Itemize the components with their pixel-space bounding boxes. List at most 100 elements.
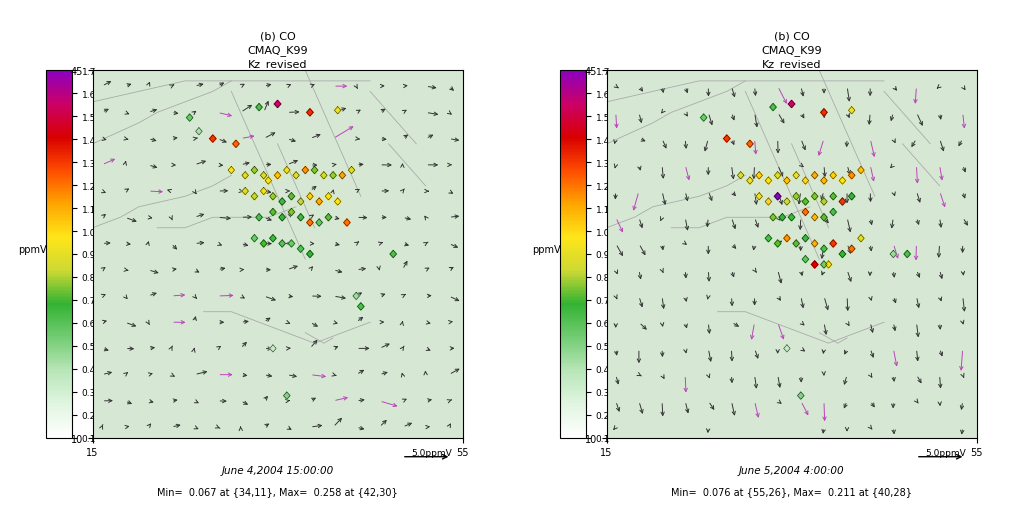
Polygon shape — [857, 235, 865, 242]
Polygon shape — [232, 141, 240, 148]
Polygon shape — [788, 214, 795, 221]
Polygon shape — [325, 214, 332, 221]
Text: Min=  0.076 at {55,26}, Max=  0.211 at {40,28}: Min= 0.076 at {55,26}, Max= 0.211 at {40… — [671, 486, 912, 496]
Polygon shape — [297, 199, 304, 206]
Text: 5.0ppmV: 5.0ppmV — [925, 448, 966, 458]
Polygon shape — [857, 167, 865, 175]
Polygon shape — [770, 214, 776, 221]
Polygon shape — [256, 104, 262, 111]
Polygon shape — [820, 199, 828, 206]
Polygon shape — [802, 209, 809, 216]
Polygon shape — [325, 193, 332, 201]
Polygon shape — [210, 136, 216, 143]
Polygon shape — [783, 178, 791, 185]
Polygon shape — [251, 167, 258, 175]
Polygon shape — [770, 104, 776, 111]
Polygon shape — [390, 251, 397, 258]
Polygon shape — [848, 107, 855, 115]
Polygon shape — [890, 251, 896, 258]
Polygon shape — [783, 199, 791, 206]
Polygon shape — [830, 193, 837, 201]
Polygon shape — [783, 235, 791, 242]
Polygon shape — [274, 173, 281, 180]
Polygon shape — [306, 251, 314, 258]
Polygon shape — [820, 261, 828, 269]
Y-axis label: ppmV: ppmV — [19, 244, 46, 254]
Polygon shape — [186, 115, 193, 122]
Polygon shape — [802, 199, 809, 206]
Y-axis label: ppmV: ppmV — [533, 244, 560, 254]
Polygon shape — [793, 173, 800, 180]
Polygon shape — [228, 167, 234, 175]
Text: June 5,2004 4:00:00: June 5,2004 4:00:00 — [739, 465, 844, 475]
Polygon shape — [774, 240, 781, 248]
Polygon shape — [765, 178, 772, 185]
Polygon shape — [260, 173, 267, 180]
Polygon shape — [316, 199, 323, 206]
Polygon shape — [820, 246, 828, 253]
Title: (b) CO
CMAQ_K99
Kz_revised: (b) CO CMAQ_K99 Kz_revised — [248, 32, 307, 70]
Polygon shape — [788, 101, 795, 108]
Polygon shape — [260, 240, 267, 248]
Polygon shape — [783, 345, 791, 352]
Polygon shape — [839, 251, 846, 258]
Polygon shape — [793, 240, 800, 248]
Polygon shape — [306, 109, 314, 117]
Polygon shape — [811, 214, 818, 221]
Polygon shape — [348, 167, 355, 175]
Polygon shape — [269, 345, 277, 352]
Polygon shape — [279, 214, 286, 221]
Polygon shape — [265, 178, 271, 185]
Polygon shape — [811, 240, 818, 248]
Polygon shape — [830, 173, 837, 180]
Polygon shape — [756, 173, 763, 180]
Polygon shape — [820, 214, 828, 221]
Polygon shape — [811, 173, 818, 180]
Polygon shape — [825, 261, 832, 269]
Polygon shape — [279, 240, 286, 248]
Polygon shape — [765, 199, 772, 206]
Polygon shape — [793, 193, 800, 201]
Polygon shape — [269, 235, 277, 242]
Polygon shape — [269, 209, 277, 216]
Polygon shape — [334, 199, 341, 206]
Polygon shape — [284, 392, 290, 400]
Polygon shape — [242, 188, 249, 195]
Polygon shape — [904, 251, 911, 258]
Polygon shape — [820, 109, 828, 117]
Polygon shape — [306, 193, 314, 201]
Text: June 4,2004 15:00:00: June 4,2004 15:00:00 — [221, 465, 334, 475]
Polygon shape — [260, 188, 267, 195]
Polygon shape — [737, 173, 744, 180]
Polygon shape — [802, 235, 809, 242]
Polygon shape — [830, 240, 837, 248]
Polygon shape — [802, 256, 809, 263]
Polygon shape — [343, 219, 351, 227]
Polygon shape — [353, 293, 360, 300]
Polygon shape — [251, 235, 258, 242]
Polygon shape — [820, 178, 828, 185]
Polygon shape — [288, 193, 295, 201]
Polygon shape — [251, 193, 258, 201]
Polygon shape — [293, 173, 299, 180]
Polygon shape — [700, 115, 707, 122]
Polygon shape — [297, 246, 304, 253]
Polygon shape — [339, 173, 345, 180]
Polygon shape — [848, 173, 855, 180]
Polygon shape — [316, 219, 323, 227]
Polygon shape — [284, 167, 290, 175]
Polygon shape — [311, 167, 318, 175]
Polygon shape — [302, 167, 308, 175]
Polygon shape — [839, 178, 846, 185]
Polygon shape — [306, 219, 314, 227]
Polygon shape — [848, 193, 855, 201]
Polygon shape — [256, 214, 262, 221]
Polygon shape — [811, 261, 818, 269]
Polygon shape — [848, 246, 855, 253]
Polygon shape — [802, 178, 809, 185]
Polygon shape — [811, 193, 818, 201]
Polygon shape — [274, 101, 281, 108]
Polygon shape — [839, 199, 846, 206]
Polygon shape — [330, 173, 336, 180]
Polygon shape — [756, 193, 763, 201]
